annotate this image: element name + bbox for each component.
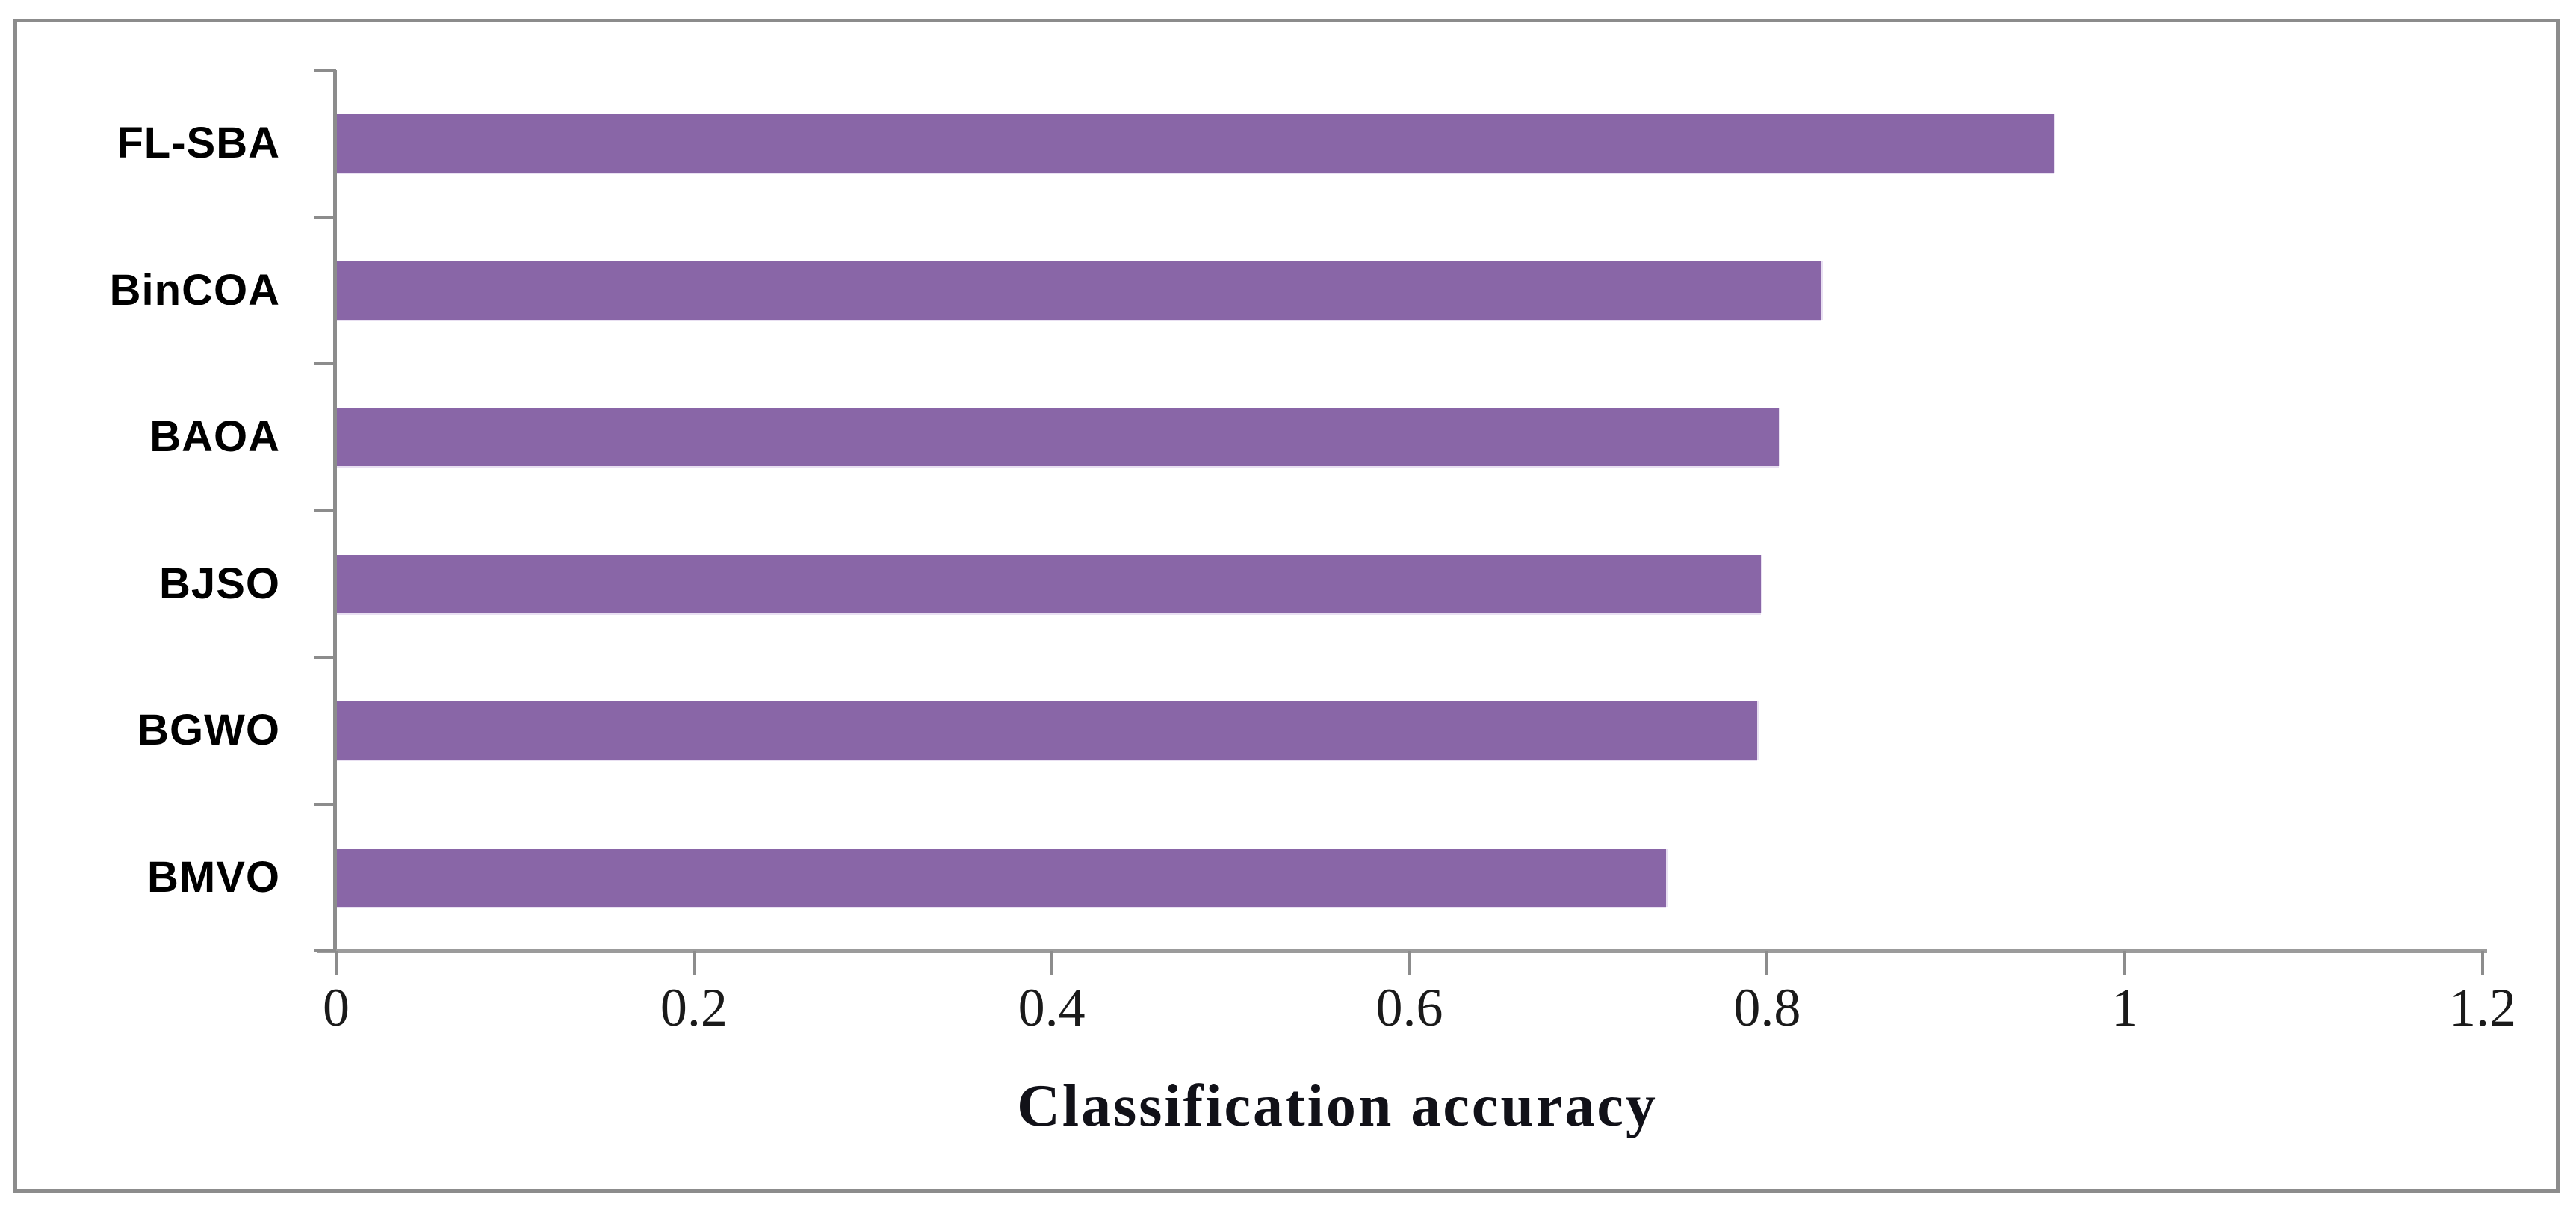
category-label-fl-sba: FL-SBA (117, 119, 280, 168)
x-axis-tick-label-0.2: 0.2 (660, 978, 728, 1037)
y-axis-tick (314, 802, 336, 806)
bar-fl-sba (337, 114, 2054, 173)
x-axis-tick-label-0.4: 0.4 (1018, 978, 1086, 1037)
x-axis-tick-1.2 (2481, 951, 2484, 975)
category-label-bmvo: BMVO (147, 852, 280, 902)
x-axis-tick-0.8 (1765, 951, 1769, 975)
bar-bincoa (337, 261, 1821, 320)
bar-baoa (337, 408, 1779, 467)
category-label-bjso: BJSO (159, 559, 280, 608)
x-axis-tick-label-1.2: 1.2 (2449, 978, 2516, 1037)
x-axis-title: Classification accuracy (1017, 1073, 1658, 1139)
category-label-baoa: BAOA (149, 412, 280, 462)
x-axis-tick-label-0.8: 0.8 (1733, 978, 1801, 1037)
x-axis-tick-0.2 (692, 951, 696, 975)
category-label-bincoa: BinCOA (109, 265, 280, 314)
y-axis-tick (314, 656, 336, 659)
y-axis-tick (314, 509, 336, 512)
bar-bjso (337, 554, 1761, 613)
x-axis-tick-label-0: 0 (323, 978, 350, 1037)
x-axis-tick-1 (2123, 951, 2127, 975)
x-axis-tick-label-0.6: 0.6 (1375, 978, 1443, 1037)
bar-bmvo (337, 848, 1666, 907)
y-axis-tick (314, 215, 336, 219)
x-axis-line (317, 949, 2487, 953)
x-axis-tick-0.4 (1050, 951, 1053, 975)
category-label-bgwo: BGWO (137, 706, 280, 755)
bar-bgwo (337, 701, 1757, 760)
x-axis-tick-0.6 (1408, 951, 1411, 975)
x-axis-tick-label-1: 1 (2111, 978, 2139, 1037)
y-axis-tick (314, 362, 336, 365)
y-axis-tick (314, 949, 336, 952)
y-axis-tick (314, 69, 336, 72)
x-axis-tick-0 (335, 951, 338, 975)
